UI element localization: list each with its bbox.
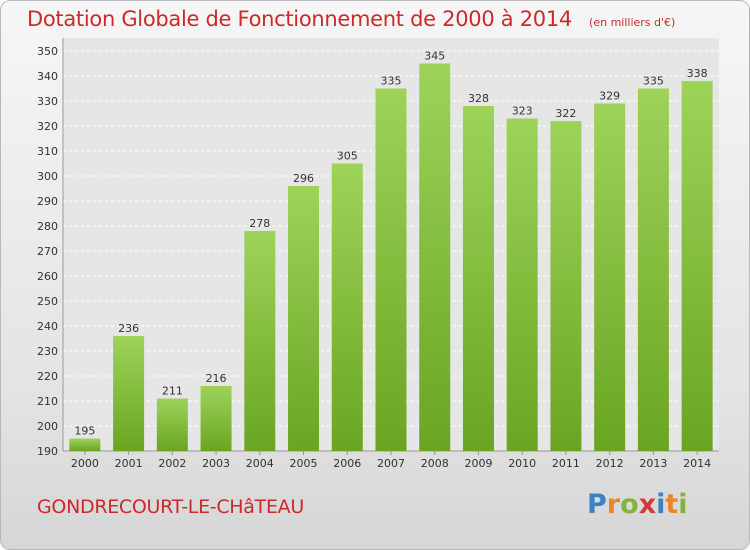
x-tick-label: 2013 <box>639 457 667 470</box>
y-tick-label: 200 <box>37 420 58 433</box>
x-tick-label: 2010 <box>508 457 536 470</box>
data-label: 323 <box>512 105 533 118</box>
x-tick-label: 2014 <box>683 457 711 470</box>
data-label: 338 <box>687 67 708 80</box>
data-label: 195 <box>74 425 95 438</box>
chart-unit: (en milliers d'€) <box>589 16 676 29</box>
y-tick-label: 350 <box>37 45 58 58</box>
data-label: 236 <box>118 322 139 335</box>
bar-2003 <box>200 386 232 451</box>
data-label: 296 <box>293 172 314 185</box>
y-tick-label: 220 <box>37 370 58 383</box>
x-tick-label: 2009 <box>464 457 492 470</box>
y-tick-label: 310 <box>37 145 58 158</box>
bar-2004 <box>244 231 276 451</box>
bar-chart: 190 200 210 220 230 240 250 260 270 280 290 300 310 3… <box>37 38 719 470</box>
data-label: 335 <box>381 75 402 88</box>
data-label: 278 <box>249 217 270 230</box>
data-label: 328 <box>468 92 489 105</box>
data-label: 211 <box>162 385 183 398</box>
bar-2008 <box>419 63 451 451</box>
bar-2011 <box>550 121 582 451</box>
y-tick-label: 210 <box>37 395 58 408</box>
bar-2012 <box>594 103 626 451</box>
bar-2007 <box>375 88 407 451</box>
bar-2009 <box>462 106 494 451</box>
y-tick-label: 320 <box>37 120 58 133</box>
commune-name: GONDRECOURT-LE-CHâTEAU <box>37 496 304 518</box>
data-label: 322 <box>555 107 576 120</box>
y-tick-label: 230 <box>37 345 58 358</box>
x-tick-label: 2002 <box>158 457 186 470</box>
bar-2006 <box>331 163 363 451</box>
y-tick-label: 300 <box>37 170 58 183</box>
bar-2005 <box>288 186 320 451</box>
y-tick-label: 240 <box>37 320 58 333</box>
y-tick-label: 270 <box>37 245 58 258</box>
x-tick-label: 2006 <box>333 457 361 470</box>
y-tick-label: 290 <box>37 195 58 208</box>
bar-2010 <box>506 118 538 451</box>
bar-2013 <box>637 88 669 451</box>
bar-2002 <box>156 398 188 451</box>
x-tick-label: 2001 <box>115 457 143 470</box>
x-tick-label: 2008 <box>421 457 449 470</box>
bar-2000 <box>69 438 101 451</box>
data-label: 345 <box>424 50 445 63</box>
bar-2001 <box>113 336 145 451</box>
y-tick-label: 280 <box>37 220 58 233</box>
x-tick-label: 2007 <box>377 457 405 470</box>
data-label: 216 <box>206 372 227 385</box>
y-tick-label: 190 <box>37 445 58 458</box>
x-tick-label: 2004 <box>246 457 274 470</box>
data-label: 305 <box>337 150 358 163</box>
y-tick-label: 260 <box>37 270 58 283</box>
y-tick-label: 250 <box>37 295 58 308</box>
y-tick-label: 340 <box>37 70 58 83</box>
x-tick-label: 2000 <box>71 457 99 470</box>
x-tick-label: 2003 <box>202 457 230 470</box>
x-tick-label: 2011 <box>552 457 580 470</box>
data-label: 335 <box>643 75 664 88</box>
chart-title: Dotation Globale de Fonctionnement de 20… <box>27 7 572 31</box>
bar-2014 <box>681 81 713 451</box>
proxiti-logo[interactable]: Proxiti <box>587 489 688 520</box>
title-row: Dotation Globale de Fonctionnement de 20… <box>27 7 675 31</box>
y-tick-label: 330 <box>37 95 58 108</box>
x-tick-label: 2012 <box>596 457 624 470</box>
x-tick-label: 2005 <box>290 457 318 470</box>
data-label: 329 <box>599 90 620 103</box>
